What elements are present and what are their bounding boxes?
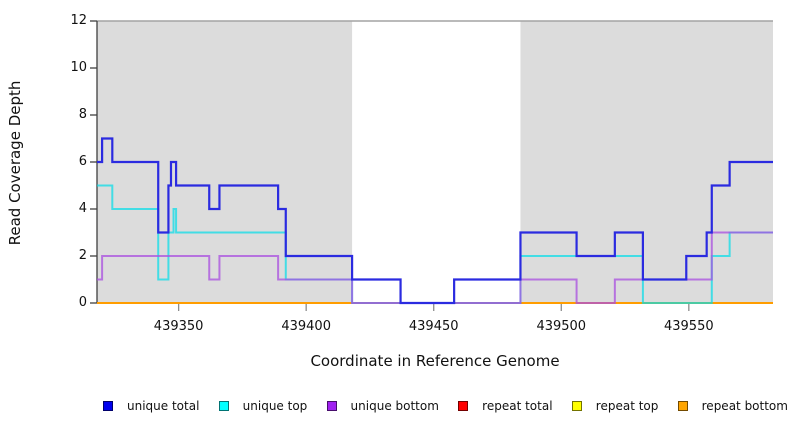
y-axis-title: Read Coverage Depth	[6, 80, 24, 246]
y-tick-label: 8	[78, 107, 87, 122]
series-line-unique-total	[97, 137, 773, 305]
legend-label: unique top	[242, 399, 308, 413]
legend-item-repeat-top: repeat top	[571, 399, 659, 413]
y-tick-label: 4	[78, 201, 87, 216]
legend-swatch-icon	[458, 401, 469, 411]
x-tick-label: 439500	[536, 319, 587, 334]
legend-item-unique-total: unique total	[103, 399, 199, 413]
legend-item-unique-bottom: unique bottom	[326, 399, 439, 413]
legend-swatch-icon	[218, 401, 229, 411]
legend-swatch-icon	[103, 401, 113, 411]
y-tick-label: 2	[78, 248, 87, 263]
y-tick-label: 6	[78, 154, 87, 169]
chart-legend: unique total unique top unique bottom repea…	[103, 396, 788, 416]
legend-item-unique-top: unique top	[218, 399, 308, 413]
x-tick-label: 439350	[153, 319, 204, 334]
legend-label: repeat total	[482, 399, 553, 413]
x-tick-label: 439550	[663, 319, 714, 334]
y-tick-label: 12	[70, 13, 87, 28]
series-line-unique-bottom	[97, 231, 773, 304]
x-tick-label: 439400	[281, 319, 331, 334]
legend-swatch-icon	[677, 401, 688, 411]
legend-label: repeat top	[595, 399, 659, 413]
legend-label: unique bottom	[350, 399, 439, 413]
legend-item-repeat-bottom: repeat bottom	[677, 399, 788, 413]
plot-canvas	[90, 20, 773, 311]
legend-item-repeat-total: repeat total	[458, 399, 553, 413]
legend-swatch-icon	[571, 401, 582, 411]
y-tick-label: 10	[70, 60, 87, 75]
y-tick-label: 0	[78, 295, 87, 310]
legend-swatch-icon	[326, 401, 337, 411]
x-axis-title: Coordinate in Reference Genome	[310, 352, 560, 370]
legend-label: unique total	[127, 399, 200, 413]
legend-label: repeat bottom	[701, 399, 788, 413]
x-tick-label: 439450	[408, 319, 459, 334]
